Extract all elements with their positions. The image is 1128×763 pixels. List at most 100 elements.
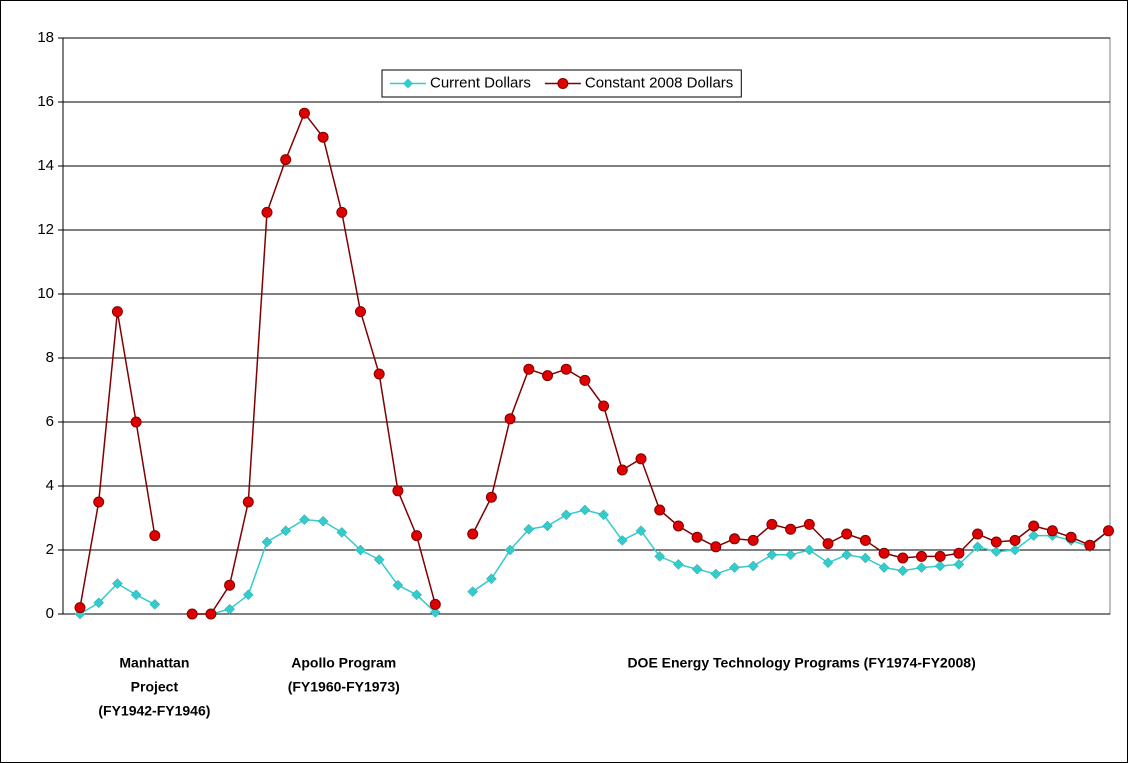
data-point (990, 546, 1002, 557)
data-point (186, 608, 198, 620)
group-label: Apollo Program (291, 655, 396, 671)
data-point (747, 534, 759, 546)
data-point (616, 535, 628, 546)
y-tick-label: 4 (46, 477, 54, 494)
data-point (93, 496, 105, 508)
data-point (803, 518, 815, 530)
data-point (298, 107, 310, 119)
data-point (429, 598, 441, 610)
data-point (1084, 539, 1096, 551)
data-point (504, 413, 516, 425)
data-point (672, 520, 684, 532)
y-tick-label: 18 (37, 29, 54, 46)
legend-label: Current Dollars (430, 74, 531, 91)
data-point (280, 154, 292, 166)
legend-label: Constant 2008 Dollars (585, 74, 733, 91)
data-point (860, 552, 871, 564)
data-point (654, 551, 666, 562)
legend: Current Dollars Constant 2008 Dollars (381, 69, 742, 98)
data-point (916, 550, 927, 562)
data-point (299, 514, 310, 525)
data-point (785, 523, 797, 535)
data-point (635, 525, 647, 537)
data-point (747, 560, 759, 572)
data-point (766, 518, 778, 530)
data-point (504, 544, 516, 556)
data-point (691, 531, 703, 543)
data-point (130, 589, 142, 601)
data-point (355, 544, 366, 556)
y-tick-label: 2 (46, 541, 54, 558)
data-point (542, 520, 553, 532)
data-point (336, 206, 348, 218)
data-point (579, 504, 591, 516)
data-point (411, 589, 422, 601)
data-point (373, 554, 385, 565)
data-point (579, 374, 591, 386)
data-point (897, 552, 909, 564)
data-point (485, 491, 497, 503)
data-point (990, 536, 1002, 548)
data-point (635, 453, 647, 465)
data-point (261, 536, 273, 548)
data-point (1009, 534, 1021, 546)
y-tick-label: 0 (46, 605, 54, 622)
group-label: (FY1942-FY1946) (98, 703, 210, 719)
data-point (224, 579, 236, 591)
data-point (803, 544, 815, 556)
data-point (130, 416, 142, 428)
data-point (766, 549, 778, 561)
data-point (953, 559, 965, 570)
data-point (878, 562, 890, 573)
data-point (710, 568, 722, 580)
data-point (523, 523, 535, 535)
data-point (616, 464, 628, 476)
data-point (953, 547, 965, 559)
group-label: DOE Energy Technology Programs (FY1974-F… (627, 655, 975, 671)
data-point (542, 370, 553, 382)
group-label: Manhattan (119, 655, 189, 671)
data-point (598, 400, 610, 412)
legend-marker (557, 78, 569, 89)
data-point (392, 485, 404, 497)
data-point (691, 563, 703, 575)
data-point (859, 534, 871, 546)
data-point (355, 306, 366, 318)
data-point (1009, 544, 1021, 556)
data-point (242, 589, 254, 601)
data-point (486, 573, 497, 585)
data-point (1028, 520, 1040, 532)
data-point (1065, 531, 1077, 543)
data-point (336, 527, 348, 538)
data-point (74, 602, 86, 614)
data-point (111, 306, 123, 318)
data-point (654, 504, 666, 516)
group-label: (FY1960-FY1973) (288, 679, 400, 695)
data-point (411, 530, 423, 542)
data-point (822, 538, 834, 550)
y-tick-label: 6 (46, 413, 54, 430)
group-label: Project (131, 679, 179, 695)
data-point (673, 559, 684, 570)
data-point (972, 541, 983, 553)
data-point (1103, 525, 1114, 537)
data-point (392, 579, 404, 591)
data-point (729, 533, 740, 545)
y-tick-label: 14 (37, 157, 54, 174)
data-point (560, 509, 572, 521)
data-point (467, 586, 479, 597)
data-point (112, 578, 123, 589)
y-tick-label: 8 (46, 349, 54, 366)
data-point (261, 206, 273, 218)
data-point (280, 525, 292, 537)
data-point (934, 550, 946, 562)
data-point (205, 608, 217, 620)
data-point (373, 368, 385, 380)
data-point (149, 530, 161, 542)
data-point (972, 528, 984, 540)
data-point (429, 607, 441, 618)
y-tick-label: 16 (37, 93, 54, 110)
y-tick-label: 12 (37, 221, 54, 238)
data-point (1046, 525, 1058, 537)
